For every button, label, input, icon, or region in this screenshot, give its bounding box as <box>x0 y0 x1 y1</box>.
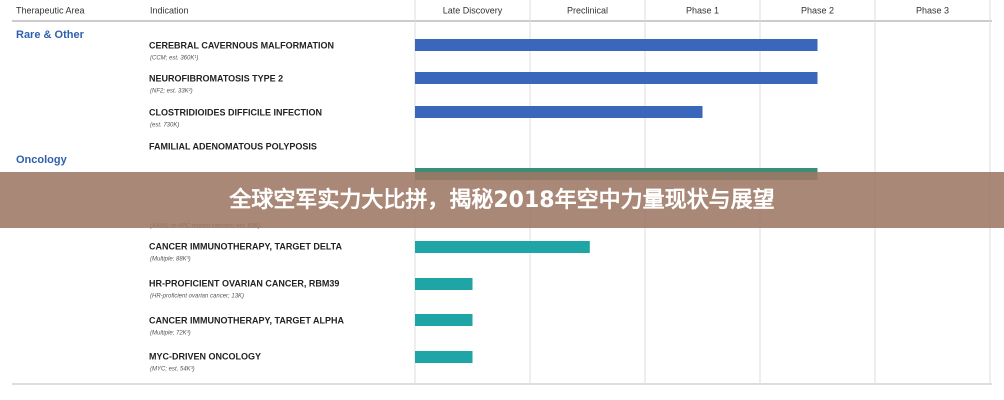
indication: MYC-DRIVEN ONCOLOGY <box>149 351 261 361</box>
bar <box>415 241 590 253</box>
bar <box>415 314 473 326</box>
indication-note: (est. 730K) <box>150 123 179 129</box>
indication-note: (Multiple; 72K³) <box>150 331 191 337</box>
stage-label: Preclinical <box>567 5 608 15</box>
bar <box>415 278 473 290</box>
indication-note: (NF2; est. 33K²) <box>150 89 193 95</box>
indication: HR-PROFICIENT OVARIAN CANCER, RBM39 <box>149 278 339 288</box>
stage-label: Phase 1 <box>686 5 719 15</box>
bar <box>415 39 818 51</box>
group-label: Oncology <box>16 154 68 166</box>
stage-label: Late Discovery <box>443 5 503 15</box>
indication-note: (Multiple; 88K³) <box>150 257 191 263</box>
indication-note: (CCM; est. 360K¹) <box>150 56 198 62</box>
indication: CLOSTRIDIOIDES DIFFICILE INFECTION <box>149 107 322 117</box>
group-label: Rare & Other <box>16 29 85 41</box>
stage-label: Phase 2 <box>801 5 834 15</box>
indication: CANCER IMMUNOTHERAPY, TARGET DELTA <box>149 241 342 251</box>
bar <box>415 72 818 84</box>
stage-label: Phase 3 <box>916 5 949 15</box>
indication-note: (MYC; est. 54K³) <box>150 367 195 373</box>
banner-text: 全球空军实力大比拼，揭秘2018年空中力量现状与展望 <box>228 187 774 213</box>
banner <box>0 172 1004 228</box>
header: Therapeutic Area <box>16 5 85 15</box>
bar <box>415 351 473 363</box>
header: Indication <box>150 5 189 15</box>
bar <box>415 106 703 118</box>
indication: CEREBRAL CAVERNOUS MALFORMATION <box>149 40 334 50</box>
indication: FAMILIAL ADENOMATOUS POLYPOSIS <box>149 141 317 151</box>
indication-note: (HR-proficient ovarian cancer; 13K) <box>150 294 244 300</box>
indication: CANCER IMMUNOTHERAPY, TARGET ALPHA <box>149 315 344 325</box>
indication: NEUROFIBROMATOSIS TYPE 2 <box>149 73 283 83</box>
